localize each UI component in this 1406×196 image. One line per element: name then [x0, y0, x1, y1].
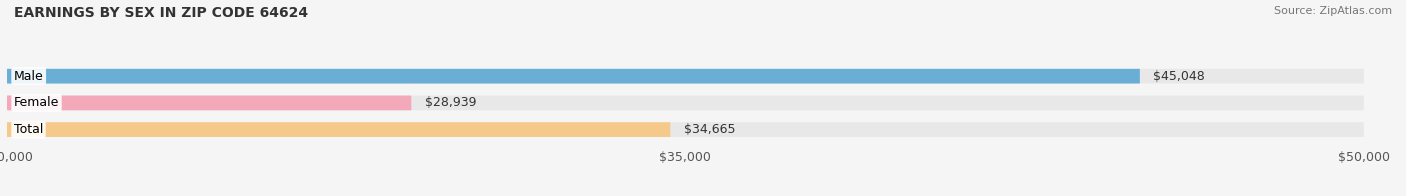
Text: Female: Female: [14, 96, 59, 109]
FancyBboxPatch shape: [7, 122, 671, 137]
Text: Source: ZipAtlas.com: Source: ZipAtlas.com: [1274, 6, 1392, 16]
FancyBboxPatch shape: [7, 69, 1140, 83]
Text: Male: Male: [14, 70, 44, 83]
FancyBboxPatch shape: [7, 69, 1364, 83]
Text: EARNINGS BY SEX IN ZIP CODE 64624: EARNINGS BY SEX IN ZIP CODE 64624: [14, 6, 308, 20]
Text: $34,665: $34,665: [683, 123, 735, 136]
FancyBboxPatch shape: [7, 96, 412, 110]
Text: $28,939: $28,939: [425, 96, 477, 109]
FancyBboxPatch shape: [7, 96, 1364, 110]
Text: Total: Total: [14, 123, 44, 136]
FancyBboxPatch shape: [7, 122, 1364, 137]
Text: $45,048: $45,048: [1153, 70, 1205, 83]
